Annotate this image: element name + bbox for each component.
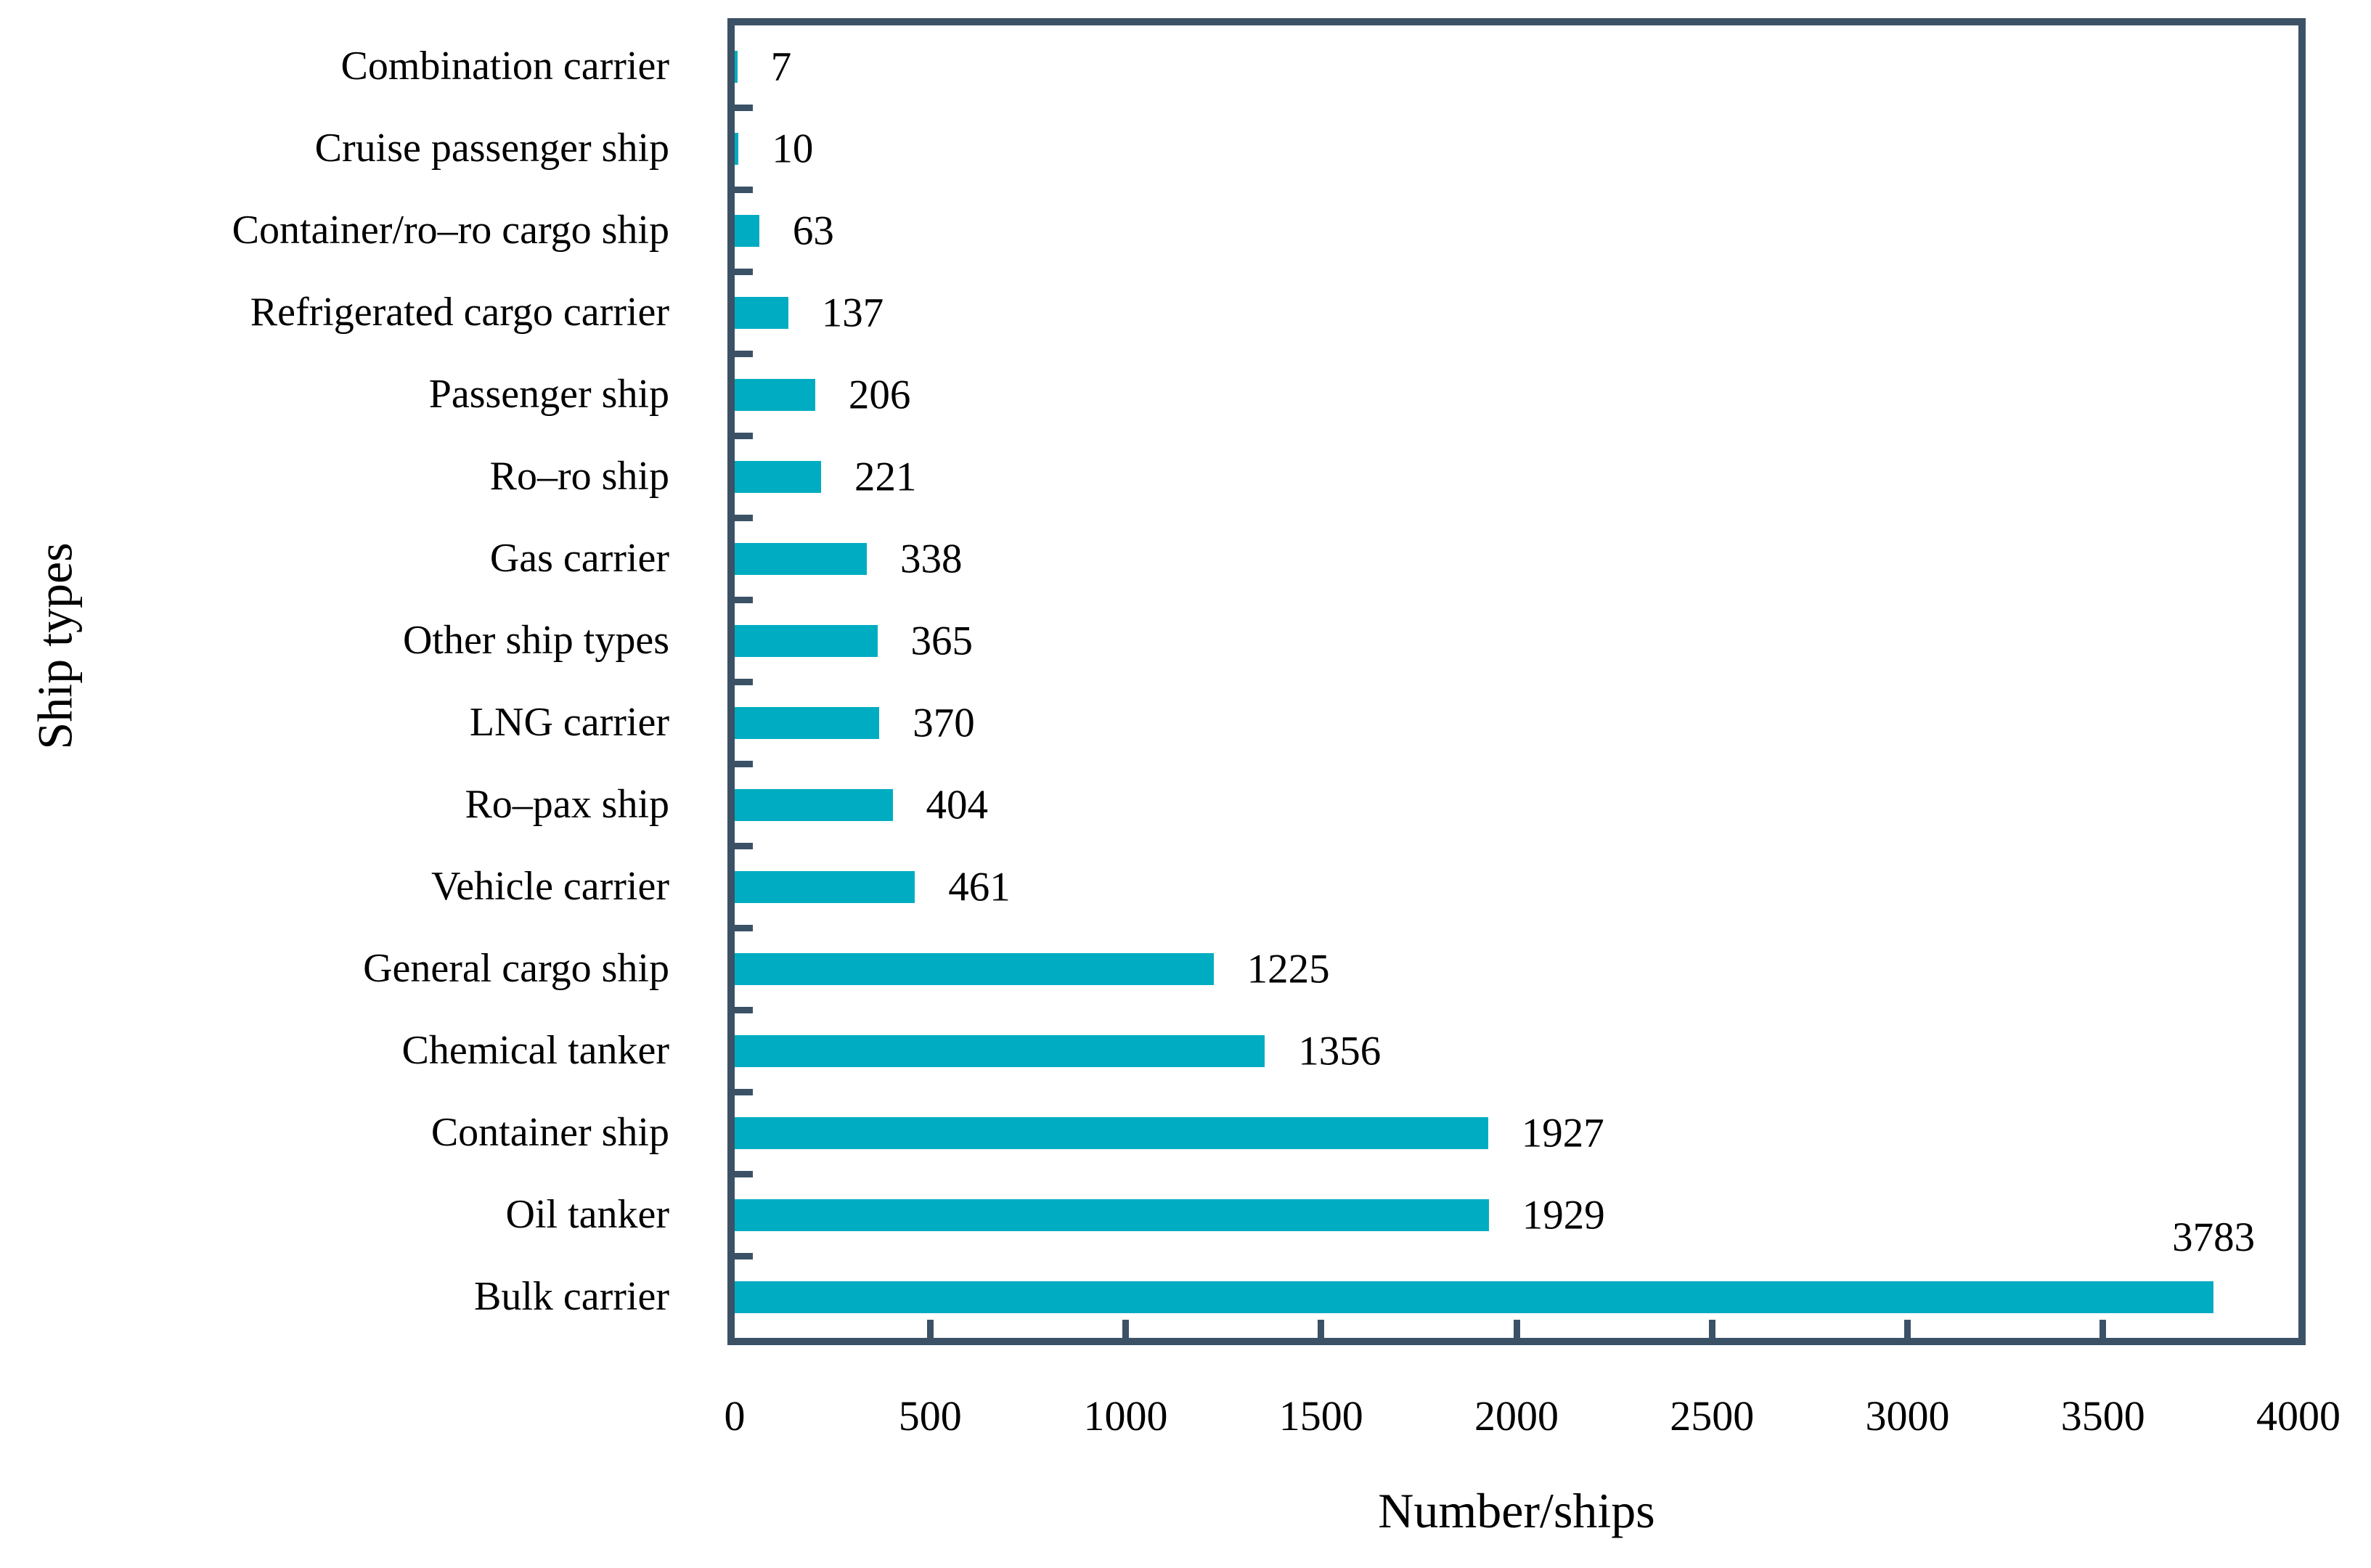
bar: [735, 1116, 1488, 1149]
bar-value-label: 1225: [1246, 946, 1330, 992]
x-axis-tick: [1904, 1320, 1911, 1338]
bar: [735, 378, 815, 411]
x-axis-tick-label: 4000: [2256, 1392, 2341, 1440]
bar-value-label: 461: [948, 864, 1011, 910]
y-axis-tick: [735, 432, 753, 439]
x-axis-tick: [1318, 1320, 1325, 1338]
category-label: Container ship: [430, 1110, 669, 1155]
bar-value-label: 404: [926, 782, 989, 828]
bar: [735, 1034, 1265, 1067]
bar: [735, 132, 739, 165]
category-label: Gas carrier: [489, 536, 669, 581]
category-label: Chemical tanker: [401, 1028, 669, 1073]
x-axis-tick-label: 2500: [1670, 1392, 1755, 1440]
category-label: Combination carrier: [340, 44, 669, 89]
bar-value-label: 1927: [1521, 1110, 1604, 1156]
y-axis-tick: [735, 1252, 753, 1259]
bar-value-label: 63: [792, 208, 834, 253]
x-axis-tick: [1708, 1320, 1715, 1338]
bar: [735, 706, 880, 739]
y-axis-tick: [735, 678, 753, 685]
bar: [735, 50, 738, 83]
y-axis-tick: [735, 268, 753, 275]
category-label: General cargo ship: [363, 946, 669, 991]
y-axis-tick: [735, 104, 753, 111]
plot-area: 7 10 63 137 206 221 338 365 370 404 461 1225 1356 192…: [727, 18, 2306, 1345]
y-axis-tick: [735, 1088, 753, 1095]
bar-value-label: 221: [854, 454, 917, 499]
bar-value-label: 137: [821, 290, 884, 335]
bar-value-label: 10: [772, 126, 814, 171]
category-label: Passenger ship: [428, 372, 669, 417]
y-axis-tick: [735, 350, 753, 357]
y-axis-tick: [735, 842, 753, 849]
y-axis-tick: [735, 924, 753, 931]
x-axis-tick: [1513, 1320, 1520, 1338]
y-axis-tick: [735, 596, 753, 603]
category-label: Vehicle carrier: [431, 864, 669, 909]
x-axis-tick-label: 1500: [1278, 1392, 1363, 1440]
category-label: Other ship types: [402, 618, 669, 663]
bar: [735, 542, 867, 575]
bar: [735, 1199, 1489, 1231]
x-axis-tick-label: 500: [898, 1392, 962, 1440]
bar-value-label: 1356: [1298, 1028, 1382, 1074]
x-axis-tick: [926, 1320, 934, 1338]
bar-value-label: 365: [910, 618, 974, 663]
bar: [735, 624, 878, 657]
x-axis-tick: [1122, 1320, 1129, 1338]
x-axis-tick-label: 1000: [1083, 1392, 1168, 1440]
bar-value-label: 370: [913, 700, 975, 746]
category-label: Oil tanker: [505, 1192, 669, 1237]
bar-value-label: 206: [848, 372, 911, 417]
bar: [735, 214, 759, 247]
x-axis-tick: [2099, 1320, 2107, 1338]
bar: [735, 788, 893, 821]
bar-value-label: 338: [900, 536, 963, 581]
y-axis-tick: [735, 1006, 753, 1013]
bar: [735, 870, 915, 903]
category-label: Ro–pax ship: [465, 782, 669, 827]
bar: [735, 1281, 2214, 1313]
bar: [735, 296, 788, 329]
category-label: Container/ro–ro cargo ship: [232, 208, 669, 253]
bar: [735, 460, 821, 493]
bar-value-label: 1929: [1522, 1192, 1605, 1238]
x-axis-tick-label: 3500: [2060, 1392, 2145, 1440]
bar-value-label: 7: [770, 44, 792, 89]
y-axis-tick: [735, 1170, 753, 1177]
y-axis-tick: [735, 514, 753, 521]
y-axis-tick: [735, 760, 753, 767]
category-label: Cruise passenger ship: [314, 126, 669, 171]
category-label: Refrigerated cargo carrier: [250, 290, 669, 335]
x-axis-tick-label: 0: [724, 1392, 746, 1440]
category-label: LNG carrier: [469, 700, 669, 745]
category-label: Bulk carrier: [474, 1274, 669, 1319]
x-axis-title: Number/ships: [1378, 1483, 1655, 1538]
y-axis-tick: [735, 186, 753, 193]
x-axis-tick-label: 2000: [1474, 1392, 1559, 1440]
category-label: Ro–ro ship: [489, 454, 669, 499]
bar: [735, 952, 1214, 985]
x-axis-tick-label: 3000: [1865, 1392, 1950, 1440]
bar-value-label: 3783: [2172, 1214, 2256, 1260]
